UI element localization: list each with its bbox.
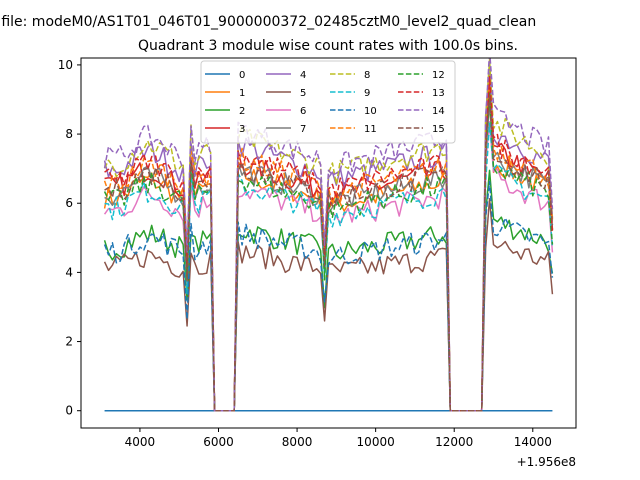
- legend-label-11: 11: [364, 124, 377, 135]
- x-tick-label-8000: 8000: [282, 435, 313, 449]
- y-tick-label-8: 8: [65, 127, 73, 141]
- legend-label-15: 15: [432, 124, 445, 135]
- x-tick-label-4000: 4000: [125, 435, 156, 449]
- legend-label-6: 6: [300, 106, 306, 117]
- x-tick-label-10000: 10000: [357, 435, 395, 449]
- legend-label-3: 3: [239, 124, 245, 135]
- plot-frame: [80, 57, 577, 429]
- legend-label-1: 1: [239, 88, 245, 99]
- x-offset-label: +1.956e8: [517, 455, 576, 469]
- y-tick-label-2: 2: [65, 335, 73, 349]
- y-tick-label-0: 0: [65, 404, 73, 418]
- legend-label-4: 4: [300, 70, 306, 81]
- series-layer: [103, 58, 554, 412]
- legend-label-14: 14: [432, 106, 445, 117]
- legend-label-2: 2: [239, 106, 245, 117]
- legend-frame: [200, 60, 456, 144]
- legend-label-5: 5: [300, 88, 306, 99]
- y-axis-ticks: 0 2 4 6 8 10: [58, 58, 81, 418]
- legend-label-13: 13: [432, 88, 445, 99]
- legend-label-10: 10: [364, 106, 377, 117]
- x-tick-label-12000: 12000: [435, 435, 473, 449]
- legend-label-8: 8: [364, 70, 370, 81]
- legend-label-9: 9: [364, 88, 370, 99]
- x-tick-label-14000: 14000: [514, 435, 552, 449]
- legend-label-0: 0: [239, 70, 245, 81]
- x-axis-ticks: 4000 6000 8000 10000 12000 14000: [125, 428, 552, 449]
- series-line-14: [103, 58, 554, 412]
- y-tick-label-4: 4: [65, 265, 73, 279]
- legend-label-12: 12: [432, 70, 445, 81]
- x-tick-label-6000: 6000: [203, 435, 234, 449]
- y-tick-label-10: 10: [58, 58, 73, 72]
- chart-title: Quadrant 3 module wise count rates with …: [138, 38, 518, 54]
- y-tick-label-6: 6: [65, 196, 73, 210]
- series-line-13: [104, 75, 554, 412]
- figure-suptitle: n file: modeM0/AS1T01_046T01_9000000372_…: [0, 14, 536, 30]
- legend-label-7: 7: [300, 124, 306, 135]
- series-line-15: [104, 95, 554, 412]
